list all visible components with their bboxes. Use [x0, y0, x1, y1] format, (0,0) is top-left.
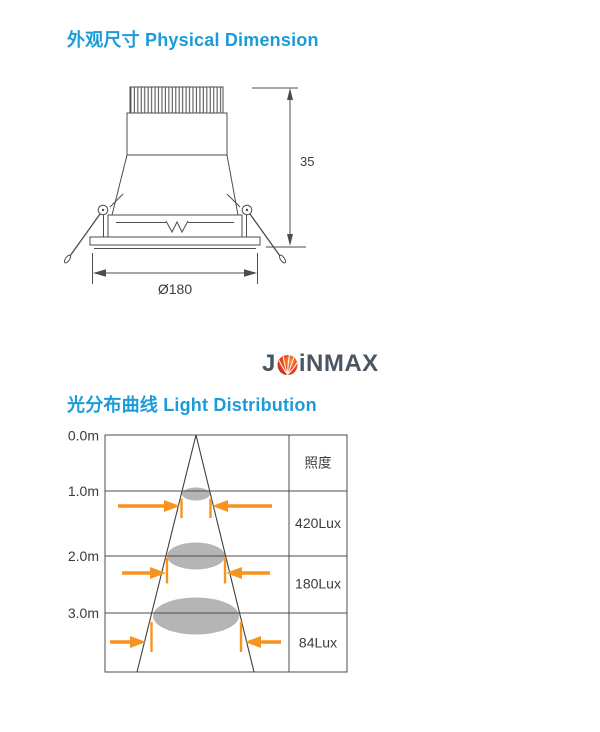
break-symbol [165, 220, 189, 234]
heatsink-fins [129, 86, 224, 114]
physical-dimension-heading: 外观尺寸 Physical Dimension [67, 30, 319, 50]
spring-clip-right [226, 193, 287, 264]
flange [89, 236, 261, 246]
sunburst-globe-icon [277, 354, 298, 375]
light-distribution-diagram: 0.0m 1.0m 2.0m 3.0m 照度 420Lux 180Lux 84L… [68, 428, 348, 673]
lux-value-1m: 420Lux [295, 515, 341, 531]
beam-width-arrows [110, 498, 281, 652]
lux-value-3m: 84Lux [299, 635, 337, 651]
logo-suffix: iNMAX [298, 350, 379, 377]
lamp-cone [111, 154, 239, 216]
beam-arrows-1m [118, 498, 272, 518]
beam-spot-3m [153, 597, 239, 635]
beam-arrows-3m [110, 622, 281, 652]
beam-arrows-2m [122, 558, 270, 584]
distance-label-1m: 1.0m [68, 483, 99, 499]
lux-value-2m: 180Lux [295, 576, 341, 592]
lamp-body [126, 112, 228, 156]
logo-prefix: J [262, 350, 276, 377]
downlight-drawing [63, 86, 287, 264]
height-dimension-label: 35 [300, 154, 314, 169]
distance-label-3m: 3.0m [68, 605, 99, 621]
height-dimension [252, 87, 306, 248]
distribution-grid [104, 434, 348, 673]
light-distribution-heading: 光分布曲线 Light Distribution [67, 395, 317, 415]
distance-label-2m: 2.0m [68, 548, 99, 564]
distance-label-0m: 0.0m [68, 428, 99, 444]
beam-cone [136, 434, 255, 673]
diameter-dimension [92, 253, 258, 284]
illuminance-column-header: 照度 [305, 456, 332, 471]
joinmax-logo: J iNMAX [262, 350, 379, 377]
beam-spot-1m [182, 487, 210, 501]
diameter-dimension-label: Ø180 [158, 281, 192, 297]
spring-clip-left [63, 193, 124, 264]
